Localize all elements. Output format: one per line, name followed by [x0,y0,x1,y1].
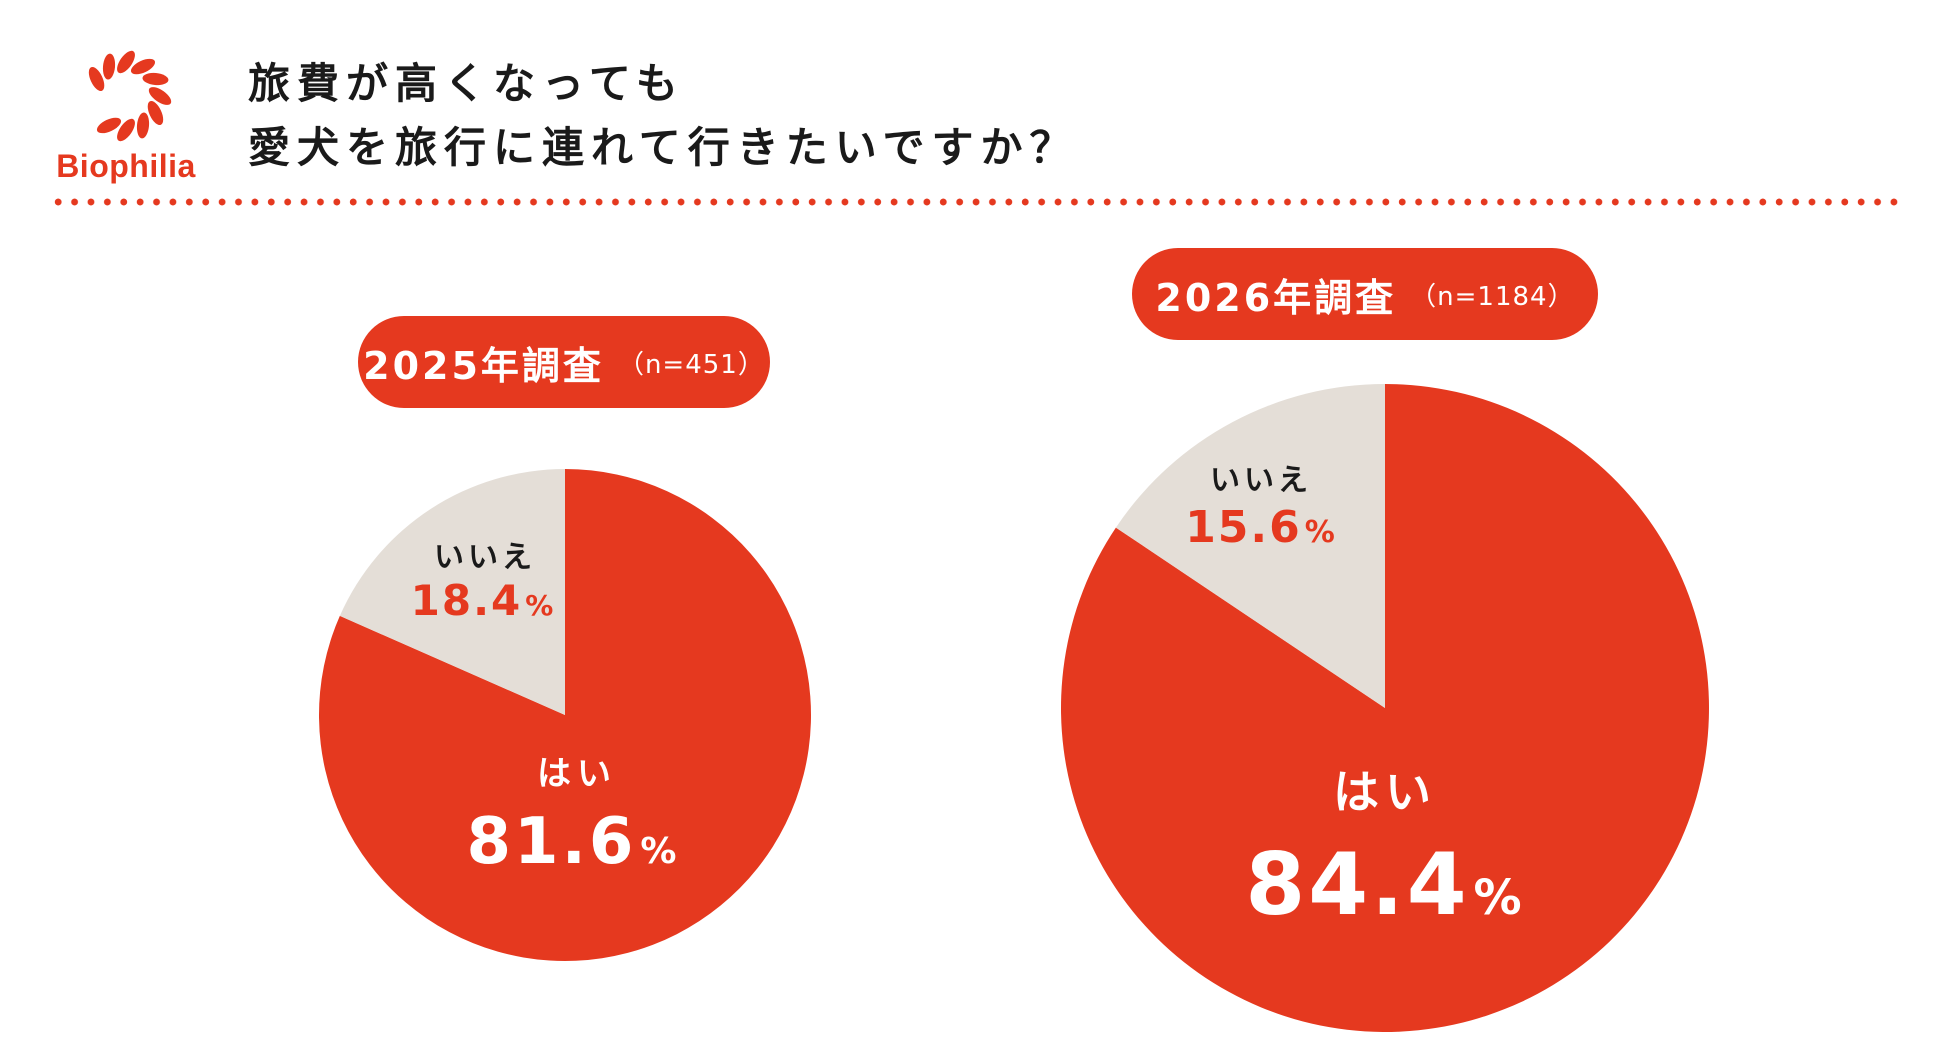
unit-label: % [1474,870,1525,926]
logo-leaf [142,72,169,86]
survey-2026-sample: （n=1184） [1410,281,1575,312]
logo-leaf [136,112,150,139]
title-line-1: 旅費が高くなっても [248,59,685,108]
logo-leaf [96,117,122,134]
title-line-2: 愛犬を旅行に連れて行きたいですか？ [248,123,1079,172]
survey-2026-badge: 2026年調査 （n=1184） [1132,248,1598,340]
pie-slice-yes [318,469,811,961]
unit-label: % [525,589,555,622]
unit-label: % [640,831,679,872]
survey-2026-title: 2026年調査 [1155,275,1397,320]
slice-label-yes: はい [537,754,617,794]
logo-leaf [88,66,105,92]
logo-leaf [148,87,172,105]
logo-leaf [147,100,164,126]
brand-name: Biophilia [56,148,196,184]
page-title: 旅費が高くなっても 愛犬を旅行に連れて行きたいですか？ [248,52,1078,180]
logo-leaf [117,50,135,74]
slice-label-yes: はい [1333,765,1437,819]
survey-2025-sample: （n=451） [617,349,765,380]
dotted-divider [50,198,1900,206]
slice-label-no: いいえ [1210,463,1312,498]
brand-logo: Biophilia [46,44,206,194]
logo-leaf [130,58,156,75]
pie-slice-no [339,469,565,715]
pie-slice-no [1115,384,1385,708]
slice-label-no: いいえ [434,540,536,575]
unit-label: % [1305,515,1337,550]
logo-leaf [102,53,116,80]
logo-leaf [117,118,135,142]
survey-2025-badge: 2025年調査 （n=451） [358,316,770,408]
survey-2025-title: 2025年調査 [363,343,604,388]
wreath-logo-icon [88,50,172,142]
